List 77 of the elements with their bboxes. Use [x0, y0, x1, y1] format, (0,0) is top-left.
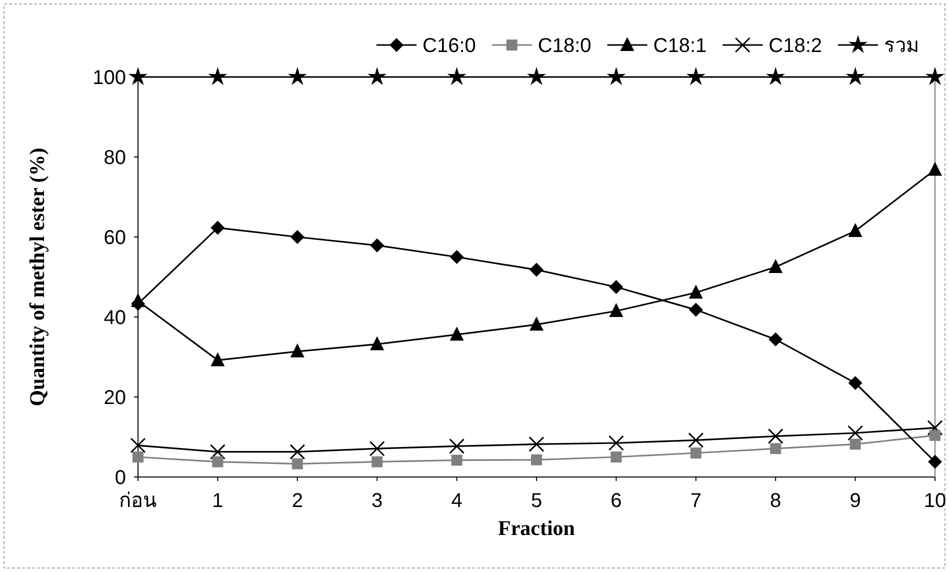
- point: [930, 430, 940, 441]
- point: [768, 332, 783, 346]
- point: [848, 223, 862, 237]
- point: [770, 443, 782, 454]
- point: [850, 438, 861, 450]
- point: [609, 303, 624, 317]
- point: [450, 250, 464, 264]
- legend-label: C18:2: [768, 35, 822, 57]
- legend-label: C16:0: [422, 35, 476, 57]
- y-tick-label: 0: [114, 467, 126, 489]
- point: [290, 444, 306, 460]
- point: [690, 448, 702, 458]
- legend-label: รวม: [884, 35, 919, 57]
- point: [448, 68, 466, 85]
- point: [530, 262, 544, 277]
- point: [450, 326, 464, 341]
- point: [288, 68, 306, 85]
- point: [368, 68, 386, 85]
- x-tick-label: 6: [610, 490, 622, 512]
- x-tick-label: 1: [212, 490, 224, 512]
- point: [608, 435, 624, 451]
- legend-label: C18:1: [653, 35, 707, 57]
- y-tick-label: 80: [104, 147, 126, 169]
- point: [688, 284, 703, 299]
- point: [766, 68, 784, 85]
- point: [290, 343, 304, 358]
- point: [210, 444, 226, 460]
- x-tick-label: 2: [292, 490, 303, 512]
- point: [610, 452, 622, 462]
- point: [687, 68, 705, 85]
- point: [132, 452, 144, 462]
- x-tick-label: 7: [690, 490, 702, 512]
- point: [210, 220, 225, 235]
- x-axis-title: Fraction: [498, 516, 576, 540]
- point: [370, 238, 384, 252]
- point: [530, 316, 544, 331]
- point: [129, 68, 147, 85]
- point: [926, 68, 944, 85]
- point: [928, 162, 942, 176]
- x-tick-label: 8: [770, 490, 782, 512]
- x-tick-label: 4: [451, 490, 462, 512]
- point: [290, 230, 304, 244]
- x-tick-label: 3: [372, 490, 383, 512]
- point: [848, 376, 862, 390]
- point: [688, 432, 704, 448]
- point: [372, 456, 383, 468]
- legend-label: C18:0: [538, 35, 592, 57]
- x-tick-label: 9: [850, 490, 861, 512]
- point: [531, 454, 542, 466]
- point: [688, 302, 703, 317]
- point: [528, 436, 544, 452]
- point: [848, 425, 864, 441]
- x-tick-label: 10: [924, 490, 946, 512]
- point: [369, 440, 385, 456]
- point: [449, 438, 465, 454]
- point: [210, 352, 225, 366]
- point: [846, 68, 864, 85]
- point: [927, 420, 943, 436]
- point: [208, 68, 227, 85]
- point: [609, 280, 624, 294]
- x-tick-label: ก่อน: [119, 490, 157, 512]
- point: [370, 336, 384, 350]
- x-tick-label: 5: [530, 490, 542, 512]
- y-tick-label: 20: [104, 387, 126, 409]
- point: [768, 428, 784, 444]
- point: [607, 68, 626, 85]
- point: [768, 259, 783, 273]
- point: [130, 438, 146, 454]
- y-axis-title: Quantity of methyl ester (%): [25, 148, 49, 406]
- point: [212, 456, 224, 468]
- point: [928, 454, 942, 469]
- y-tick-label: 40: [104, 307, 126, 329]
- y-tick-label: 100: [92, 67, 126, 89]
- point: [528, 68, 546, 85]
- point: [292, 458, 303, 470]
- y-tick-label: 60: [104, 227, 126, 249]
- point: [451, 454, 462, 466]
